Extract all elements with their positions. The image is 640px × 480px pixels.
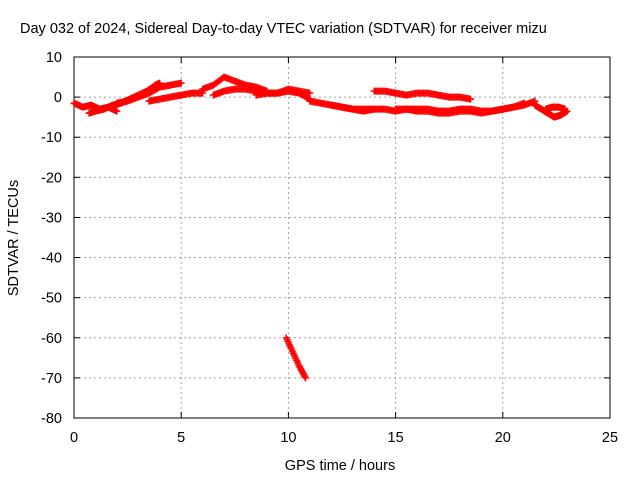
series-arc-04 [145, 89, 207, 105]
y-tick-label: 10 [46, 50, 62, 66]
plot-border [73, 56, 611, 419]
axis-ticks: 0 5 10 15 20 25 10 0 -10 -20 -30 -40 -50 -60 -70 -80 [41, 50, 618, 446]
y-tick-label: -50 [41, 291, 62, 307]
data-points [70, 73, 571, 382]
series-arc-03 [113, 79, 185, 107]
chart-title: Day 032 of 2024, Sidereal Day-to-day VTE… [20, 21, 547, 37]
y-tick-label: -10 [41, 130, 62, 146]
series-arc-07 [252, 85, 314, 99]
y-axis-label: SDTVAR / TECUs [6, 180, 22, 296]
x-tick-label: 25 [602, 430, 618, 446]
series-arc-15 [542, 103, 569, 113]
y-tick-label: -30 [41, 210, 62, 226]
x-tick-label: 20 [495, 430, 511, 446]
series-arc-13 [499, 97, 539, 113]
x-axis-label: GPS time / hours [285, 458, 395, 474]
series-arc-11 [370, 87, 475, 103]
y-tick-label: -60 [41, 331, 62, 347]
y-tick-label: -20 [41, 170, 62, 186]
grid-lines [74, 57, 610, 418]
data-point [177, 79, 185, 87]
y-tick-label: -40 [41, 251, 62, 267]
y-tick-label: -80 [41, 411, 62, 427]
y-tick-label: 0 [54, 90, 62, 106]
data-point [467, 95, 475, 103]
x-tick-label: 10 [280, 430, 296, 446]
y-tick-label: -70 [41, 371, 62, 387]
data-point [302, 374, 310, 382]
data-point [113, 107, 121, 115]
x-tick-label: 15 [388, 430, 404, 446]
data-point [301, 372, 309, 380]
x-tick-label: 0 [70, 430, 78, 446]
data-point [306, 89, 314, 97]
data-point [561, 105, 569, 113]
series-arc-08 [282, 334, 310, 382]
plot-frame [73, 56, 611, 419]
x-tick-label: 5 [177, 430, 185, 446]
